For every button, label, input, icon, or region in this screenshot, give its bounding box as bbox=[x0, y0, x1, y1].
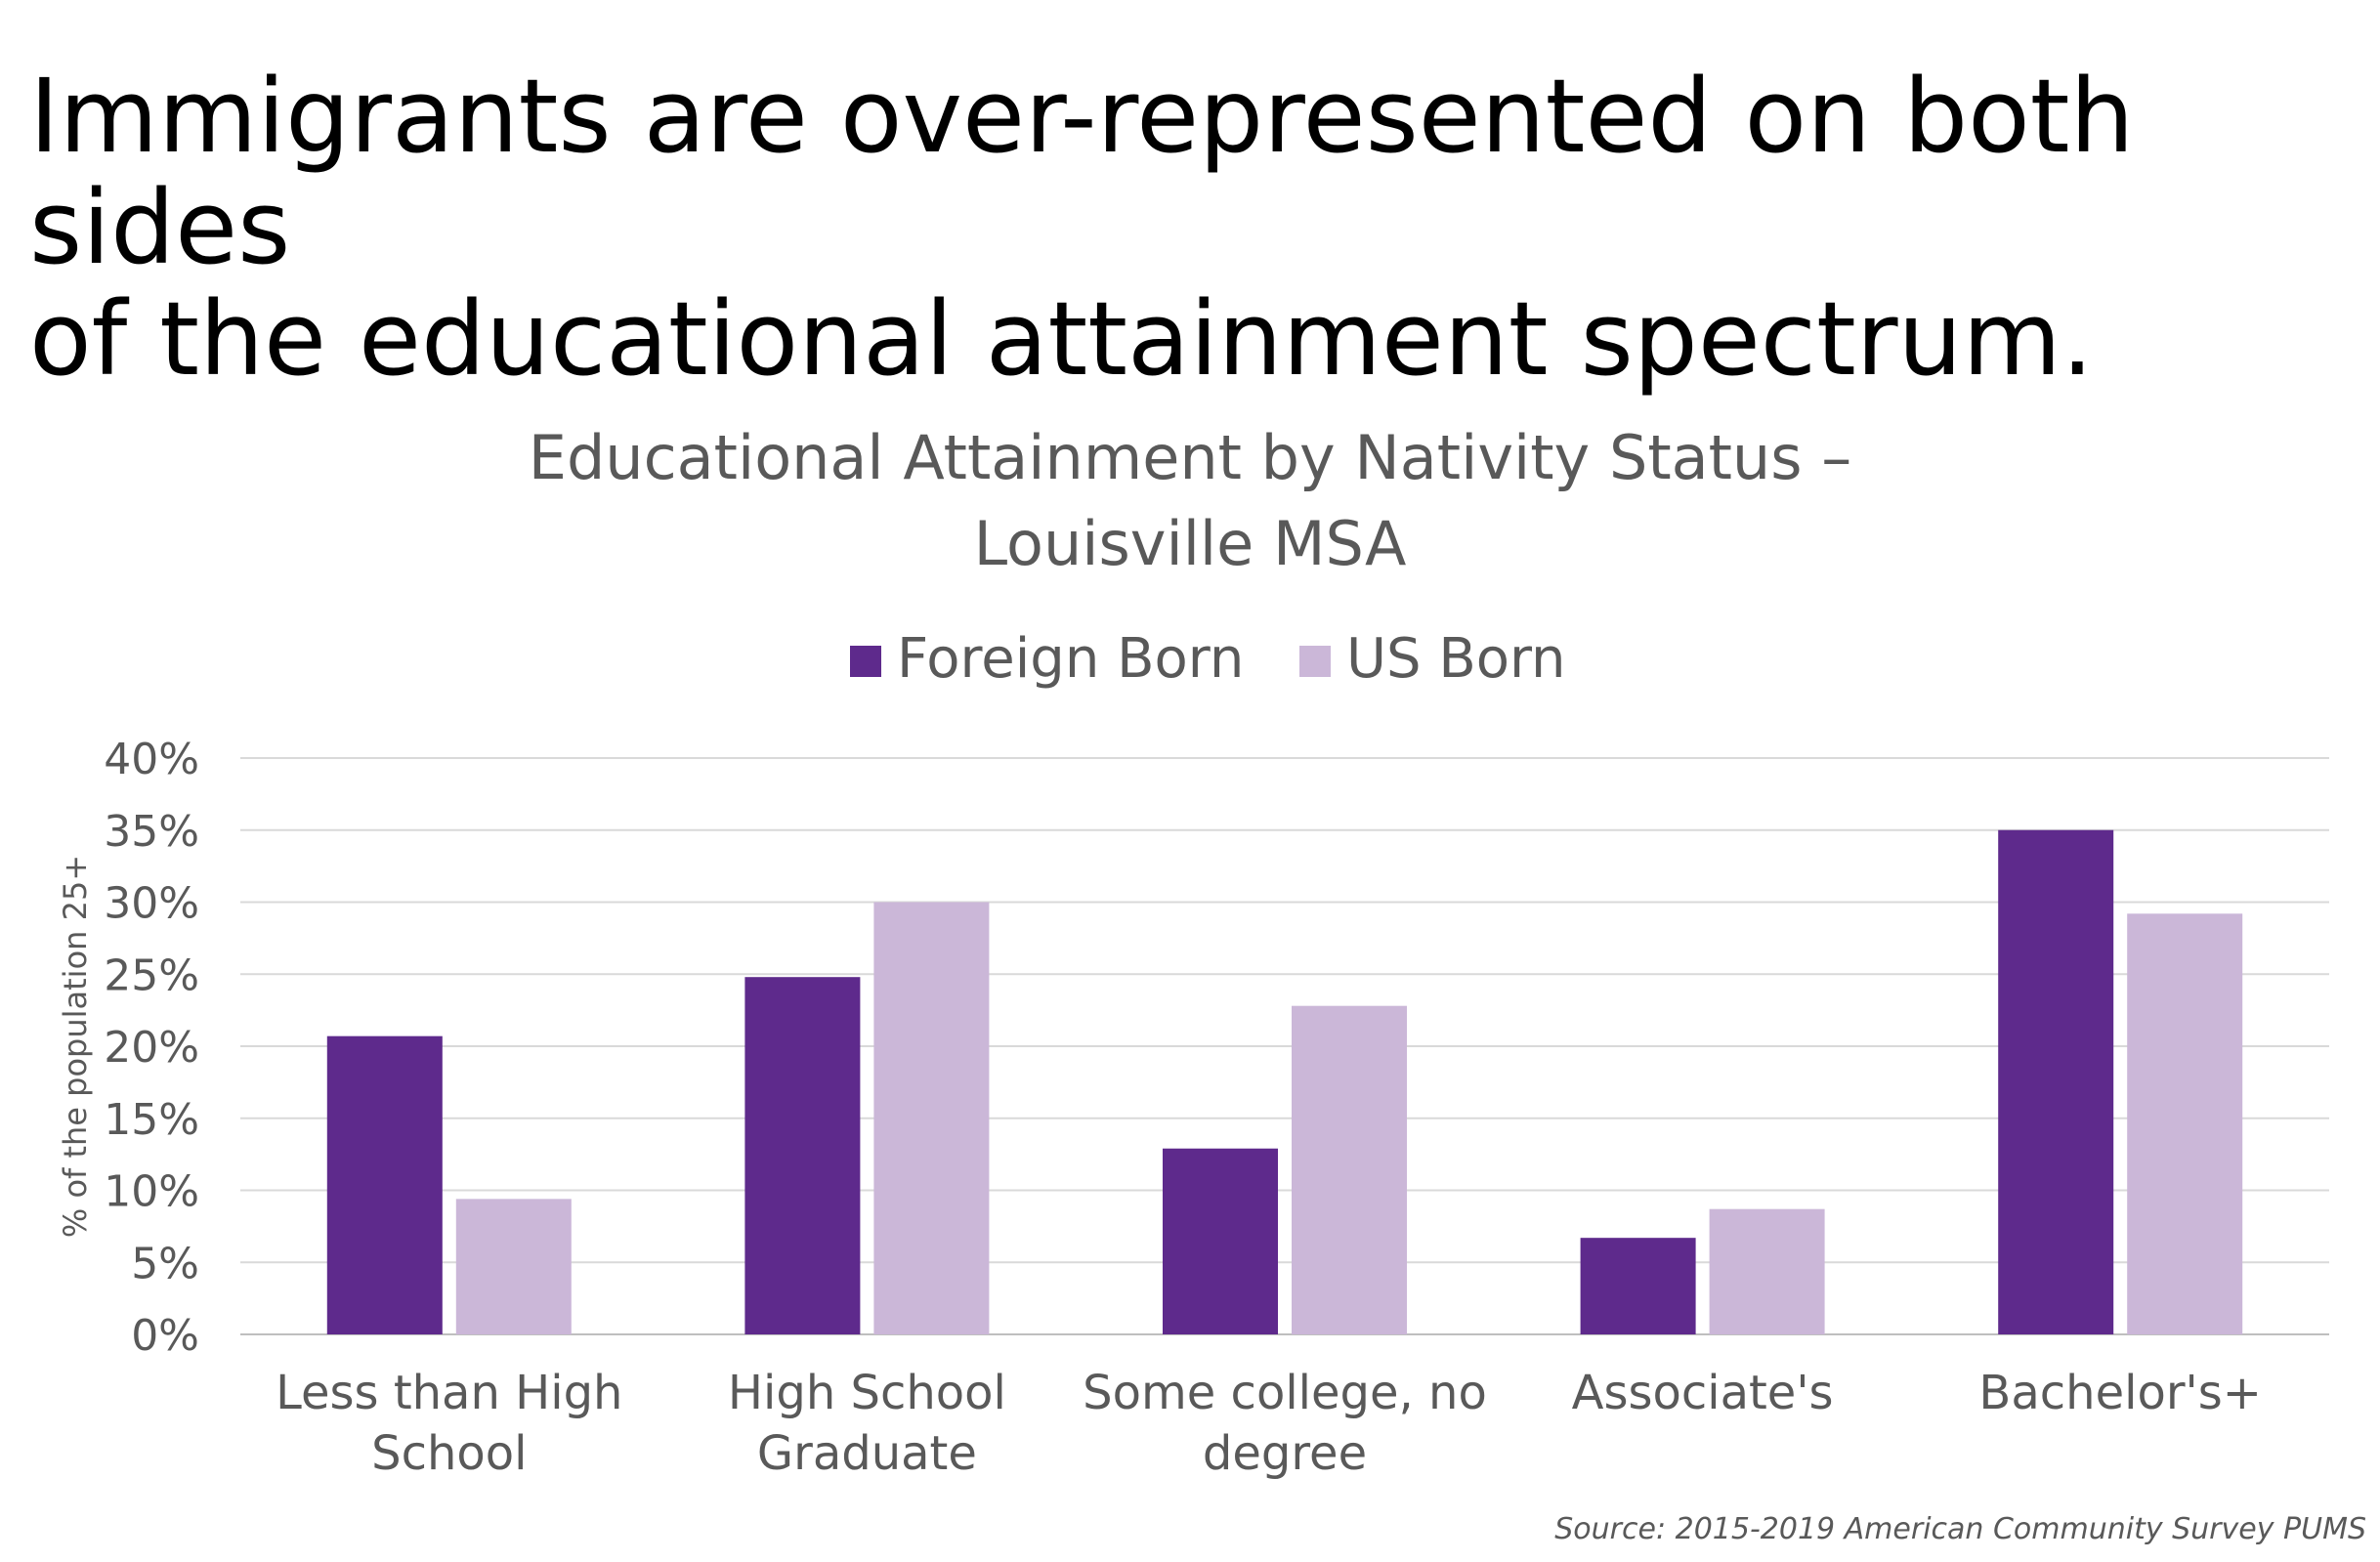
bar-foreign-born bbox=[1998, 829, 2114, 1334]
y-tick-label: 10% bbox=[104, 1167, 199, 1217]
x-tick-label: High School bbox=[728, 1366, 1006, 1420]
y-tick-label: 0% bbox=[131, 1311, 199, 1361]
source-note: Source: 2015-2019 American Community Sur… bbox=[1554, 1512, 2366, 1546]
legend-swatch bbox=[1299, 646, 1331, 677]
bar-foreign-born bbox=[326, 1035, 443, 1334]
x-tick-label: School bbox=[371, 1426, 527, 1481]
bar-us-born bbox=[1709, 1208, 1825, 1334]
y-tick-label: 40% bbox=[104, 735, 199, 784]
legend-label: US Born bbox=[1346, 627, 1566, 691]
y-tick-label: 30% bbox=[104, 879, 199, 929]
y-tick-label: 15% bbox=[104, 1095, 199, 1145]
y-tick-label: 20% bbox=[104, 1023, 199, 1073]
y-tick-label: 35% bbox=[104, 807, 199, 857]
x-tick-label: Less than High bbox=[276, 1366, 622, 1420]
bar-foreign-born bbox=[1580, 1238, 1696, 1334]
x-tick-label: Graduate bbox=[757, 1426, 977, 1481]
x-tick-label: degree bbox=[1203, 1426, 1367, 1481]
bar-foreign-born bbox=[1163, 1148, 1278, 1334]
x-tick-label: Bachelor's+ bbox=[1978, 1366, 2262, 1420]
y-tick-label: 5% bbox=[131, 1239, 199, 1288]
bar-us-born bbox=[455, 1199, 572, 1334]
bar-us-born bbox=[1292, 1005, 1407, 1334]
bar-us-born bbox=[2127, 913, 2243, 1334]
bar-foreign-born bbox=[744, 977, 861, 1334]
bar-us-born bbox=[873, 902, 990, 1334]
chart-title-line: Educational Attainment by Nativity Statu… bbox=[529, 422, 1851, 493]
legend-label: Foreign Born bbox=[897, 627, 1244, 691]
y-tick-label: 25% bbox=[104, 950, 199, 1000]
slide-headline: Immigrants are over-represented on both … bbox=[29, 57, 2135, 399]
x-tick-label: Associate's bbox=[1572, 1366, 1834, 1420]
legend-swatch bbox=[850, 646, 881, 677]
y-axis-label: % of the population 25+ bbox=[57, 855, 94, 1238]
x-tick-label: Some college, no bbox=[1083, 1366, 1487, 1420]
chart-title-line: Louisville MSA bbox=[974, 508, 1407, 579]
